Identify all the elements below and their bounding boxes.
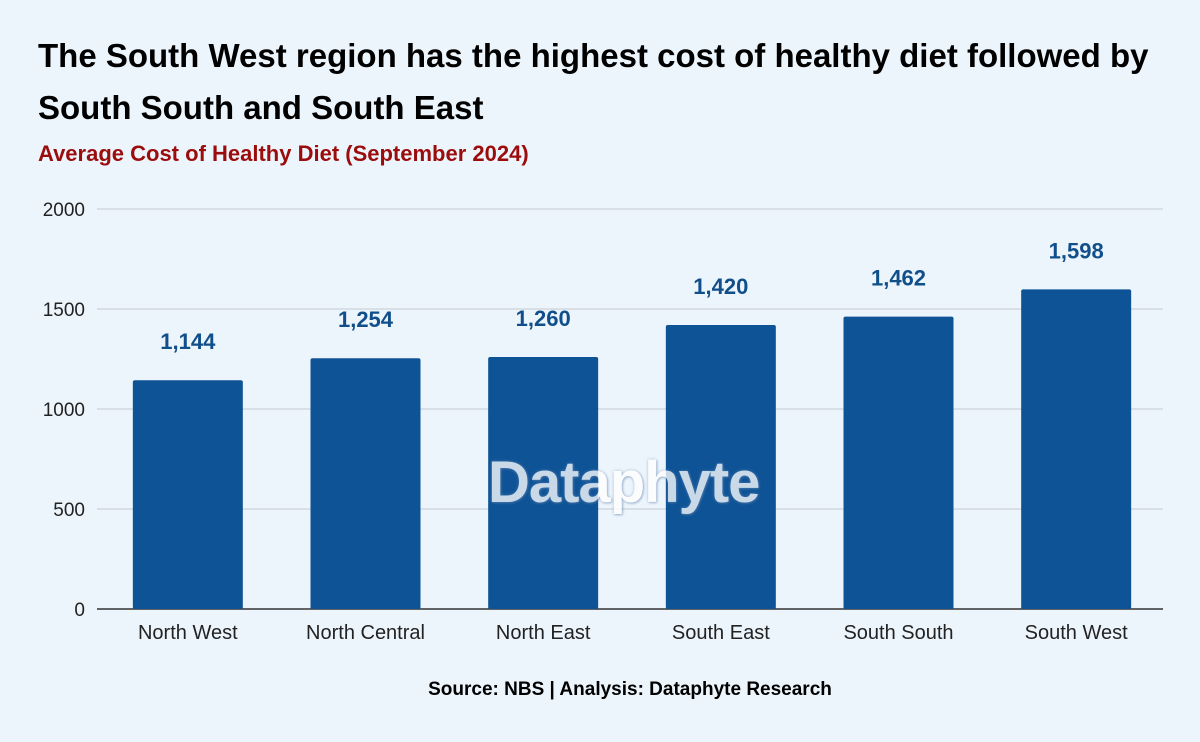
data-label: 1,420 xyxy=(693,274,748,299)
y-tick-label: 0 xyxy=(74,600,85,621)
data-label: 1,144 xyxy=(160,329,216,354)
y-tick-label: 500 xyxy=(53,500,85,521)
x-axis-tick-labels: North West North Central North East South E… xyxy=(138,622,1128,644)
gridlines xyxy=(97,208,1163,610)
y-tick-label: 2000 xyxy=(43,200,85,221)
y-tick-label: 1000 xyxy=(43,400,85,421)
bar xyxy=(488,357,599,609)
x-tick-label: South South xyxy=(843,622,953,644)
y-axis-tick-labels: 0 500 1000 1500 2000 xyxy=(43,200,85,621)
data-label: 1,260 xyxy=(516,306,571,331)
data-label: 1,598 xyxy=(1049,238,1104,263)
x-tick-label: North West xyxy=(138,622,238,644)
x-tick-label: North East xyxy=(496,622,591,644)
source-note: Source: NBS | Analysis: Dataphyte Resear… xyxy=(428,679,832,700)
x-tick-label: North Central xyxy=(306,622,425,644)
data-label: 1,462 xyxy=(871,266,926,291)
bar xyxy=(843,316,954,609)
data-label: 1,254 xyxy=(338,307,394,332)
chart-subtitle: Average Cost of Healthy Diet (September … xyxy=(38,141,529,166)
data-labels: 1,144 1,254 1,260 1,420 1,462 1,598 xyxy=(160,238,1103,354)
bars xyxy=(132,289,1132,609)
bar xyxy=(310,358,421,609)
x-tick-label: South West xyxy=(1025,622,1128,644)
bar xyxy=(132,380,243,609)
chart-title: The South West region has the highest co… xyxy=(38,37,1149,126)
bar xyxy=(665,325,776,609)
x-tick-label: South East xyxy=(672,622,770,644)
y-tick-label: 1500 xyxy=(43,300,85,321)
bar xyxy=(1021,289,1132,609)
